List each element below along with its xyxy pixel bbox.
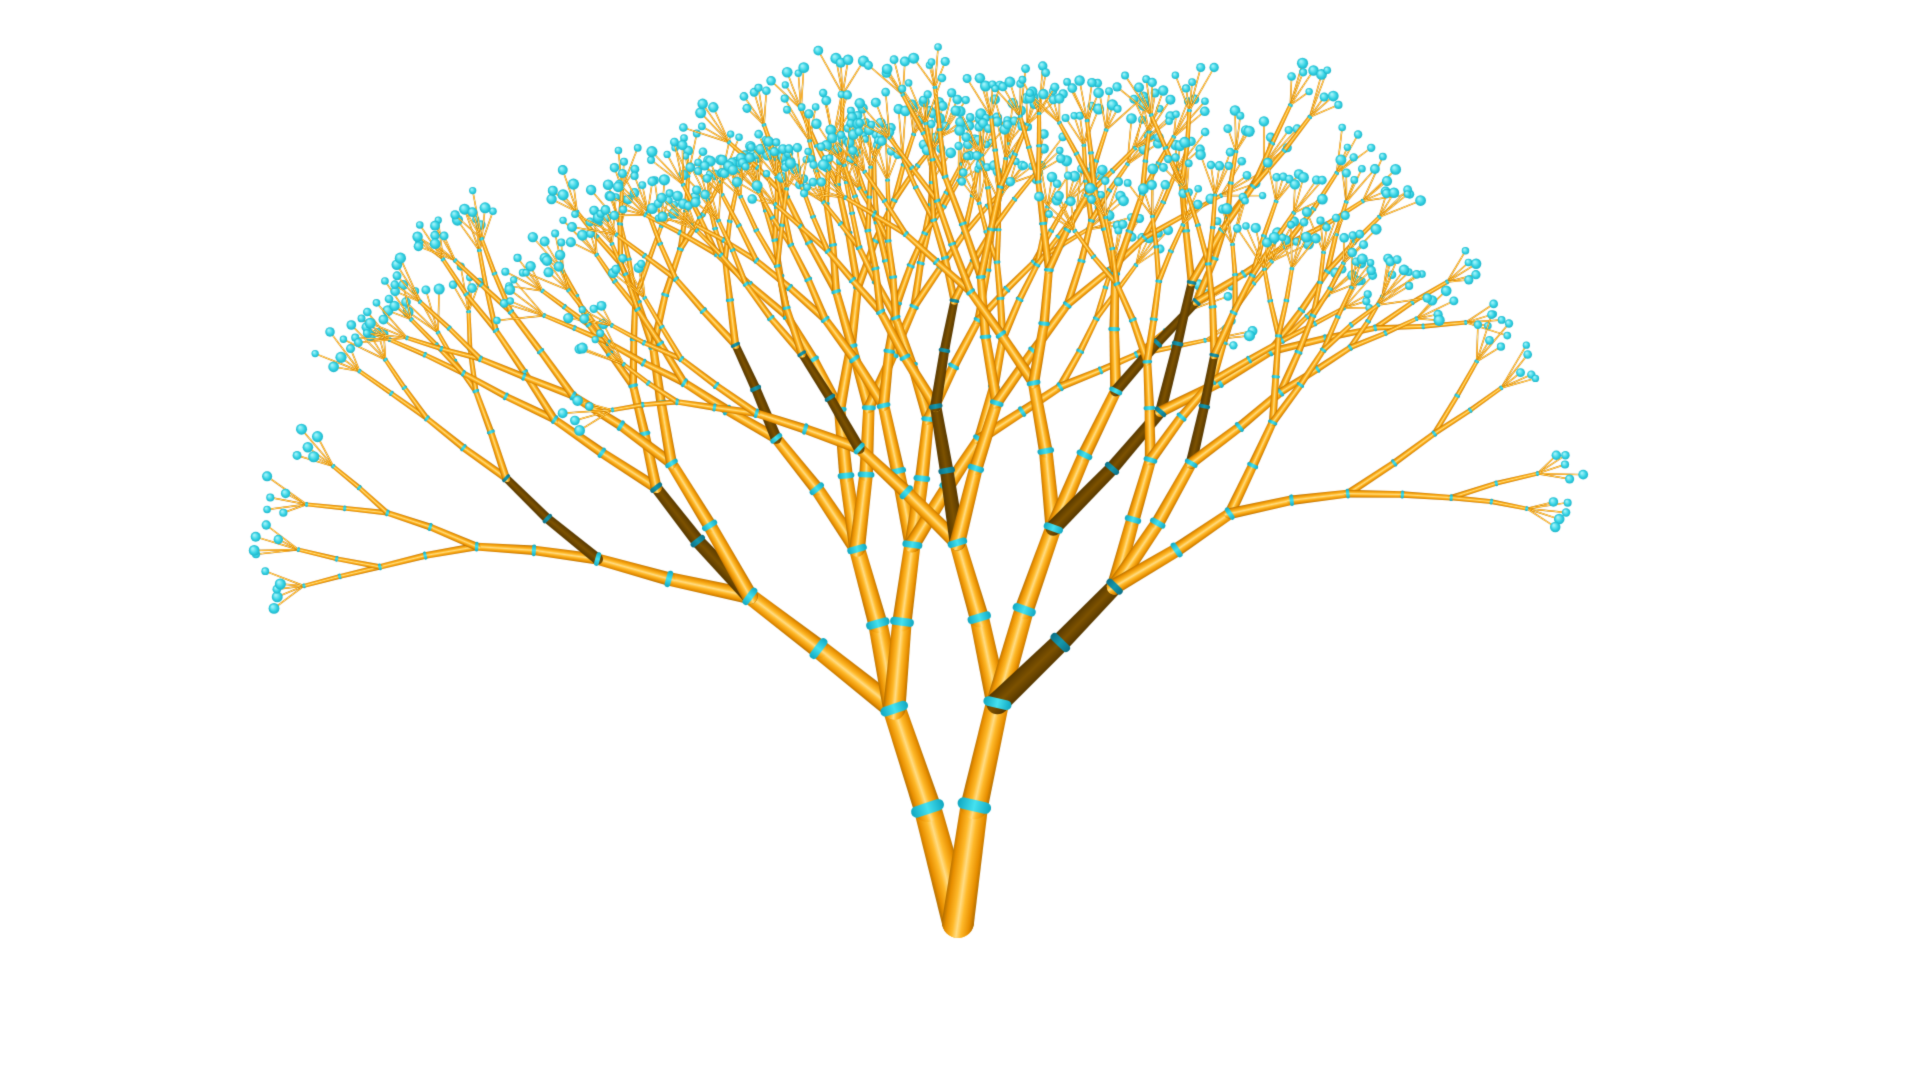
render-viewport	[0, 0, 1920, 1080]
fractal-tree-render	[0, 0, 1920, 1080]
